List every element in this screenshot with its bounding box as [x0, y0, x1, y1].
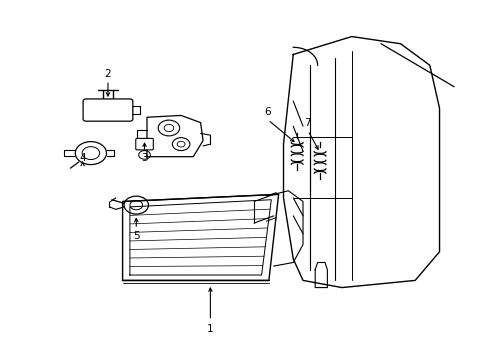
Text: 3: 3	[141, 153, 147, 163]
FancyBboxPatch shape	[136, 138, 153, 150]
FancyBboxPatch shape	[83, 99, 133, 121]
Text: 7: 7	[304, 118, 310, 128]
Text: 4: 4	[79, 153, 86, 163]
Text: 6: 6	[264, 107, 271, 117]
Text: 2: 2	[104, 69, 111, 79]
Text: 5: 5	[133, 231, 139, 240]
Text: 1: 1	[206, 324, 213, 334]
